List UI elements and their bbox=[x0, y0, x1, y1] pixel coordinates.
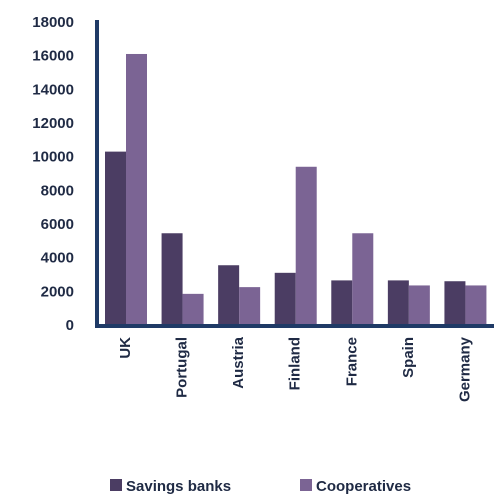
bars bbox=[105, 53, 487, 325]
x-tick-label-austria: Austria bbox=[230, 336, 247, 388]
legend: Savings banks Cooperatives bbox=[110, 478, 411, 495]
x-axis-category-labels: UK Portugal Austria Finland France Spain Germa… bbox=[117, 336, 473, 402]
y-tick-label: 0 bbox=[66, 317, 74, 334]
bar-cooperatives-finland bbox=[295, 166, 317, 325]
y-tick-label: 6000 bbox=[41, 216, 74, 233]
bar-savings-banks-france bbox=[331, 280, 353, 325]
bar-savings-banks-portugal bbox=[161, 233, 183, 325]
y-axis-tick-labels: 0 2000 4000 6000 8000 10000 12000 14000 16000 180… bbox=[32, 14, 74, 334]
x-tick-label-finland: Finland bbox=[287, 337, 304, 390]
y-tick-label: 8000 bbox=[41, 182, 74, 199]
bar-cooperatives-uk bbox=[126, 53, 147, 325]
y-tick-label: 18000 bbox=[32, 14, 74, 31]
axes bbox=[95, 20, 494, 328]
legend-swatch-cooperatives bbox=[300, 479, 312, 491]
x-tick-label-uk: UK bbox=[117, 337, 134, 359]
bar-savings-banks-austria bbox=[218, 265, 240, 325]
bar-cooperatives-austria bbox=[239, 287, 261, 325]
bar-cooperatives-portugal bbox=[182, 293, 204, 325]
legend-label-cooperatives: Cooperatives bbox=[316, 478, 411, 495]
bar-cooperatives-germany bbox=[465, 285, 487, 325]
legend-swatch-savings-banks bbox=[110, 479, 122, 491]
y-tick-label: 16000 bbox=[32, 48, 74, 65]
y-tick-label: 12000 bbox=[32, 115, 74, 132]
legend-label-savings-banks: Savings banks bbox=[126, 478, 231, 495]
bar-savings-banks-germany bbox=[444, 281, 466, 325]
y-tick-label: 4000 bbox=[41, 250, 74, 267]
bar-savings-banks-uk bbox=[105, 151, 126, 325]
bar-savings-banks-spain bbox=[387, 280, 409, 325]
x-tick-label-germany: Germany bbox=[456, 336, 473, 402]
bar-cooperatives-france bbox=[352, 233, 374, 325]
x-tick-label-portugal: Portugal bbox=[174, 337, 191, 398]
y-tick-label: 10000 bbox=[32, 149, 74, 166]
bar-savings-banks-finland bbox=[274, 272, 296, 325]
y-tick-label: 14000 bbox=[32, 81, 74, 98]
x-tick-label-spain: Spain bbox=[400, 337, 417, 378]
y-tick-label: 2000 bbox=[41, 283, 74, 300]
bar-cooperatives-spain bbox=[408, 285, 430, 325]
x-tick-label-france: France bbox=[343, 337, 360, 386]
